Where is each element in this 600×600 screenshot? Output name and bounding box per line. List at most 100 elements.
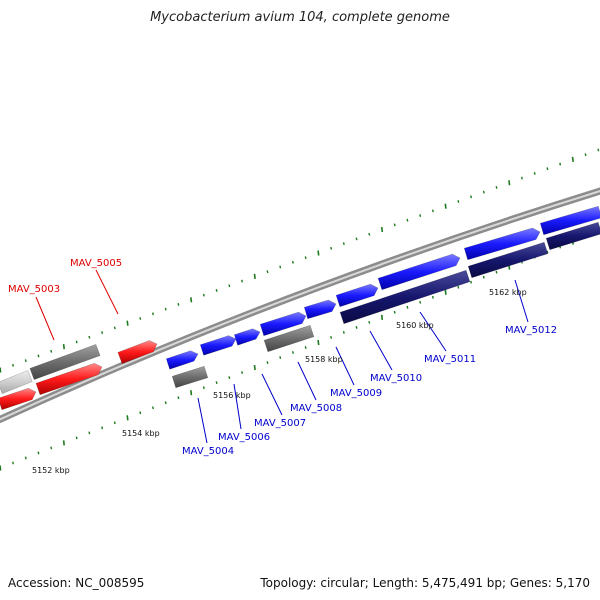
outer-tick xyxy=(597,148,600,152)
gene-label-mav-5007[interactable]: MAV_5007 xyxy=(254,418,306,429)
inner-tick xyxy=(393,310,396,314)
outer-tick xyxy=(228,284,231,288)
gene-arrow-light[interactable] xyxy=(0,370,33,394)
gene-label-mav-5005[interactable]: MAV_5005 xyxy=(70,258,122,269)
gene-label-mav-5003[interactable]: MAV_5003 xyxy=(8,284,60,295)
outer-tick xyxy=(380,226,384,233)
gene-arrow-gray[interactable] xyxy=(29,344,101,380)
gene-label-mav-5012[interactable]: MAV_5012 xyxy=(505,325,557,336)
outer-tick xyxy=(266,270,269,274)
outer-tick xyxy=(406,218,409,222)
gene-labels: MAV_5003 MAV_5005 MAV_5004 MAV_5006 MAV_5007… xyxy=(8,258,557,457)
inner-tick xyxy=(546,250,549,254)
inner-tick xyxy=(355,325,358,329)
outer-tick xyxy=(126,320,129,326)
outer-tick xyxy=(101,331,104,334)
outer-tick xyxy=(152,312,154,316)
inner-tick xyxy=(152,406,154,410)
outer-tick xyxy=(164,307,167,311)
scale-labels: 5152 kbp 5154 kbp 5156 kbp 5158 kbp 5160 kbp… xyxy=(32,288,527,475)
gene-label-mav-5011[interactable]: MAV_5011 xyxy=(424,354,476,365)
outer-tick xyxy=(444,203,447,209)
inner-tick xyxy=(215,381,218,385)
inner-tick xyxy=(50,446,53,450)
gene-label-mav-5009[interactable]: MAV_5009 xyxy=(330,388,382,399)
inner-tick xyxy=(202,386,205,390)
outer-tick xyxy=(546,167,549,171)
map-title: Mycobacterium avium 104, complete genome xyxy=(150,10,450,25)
inner-tick xyxy=(228,376,231,380)
outer-tick xyxy=(291,260,294,264)
outer-tick xyxy=(355,237,358,241)
outer-tick xyxy=(0,367,2,373)
inner-tick xyxy=(37,451,40,455)
leader-line xyxy=(419,311,447,352)
gene-arrow-blue[interactable] xyxy=(259,311,307,337)
inner-tick xyxy=(317,339,320,346)
inner-tick xyxy=(380,314,384,320)
gene-arrow-blue[interactable] xyxy=(463,227,541,261)
leader-line xyxy=(261,373,283,416)
gene-arrow-gray[interactable] xyxy=(263,324,315,353)
inner-tick xyxy=(177,396,180,400)
leader-line xyxy=(297,361,317,401)
outer-tick xyxy=(304,256,307,260)
gene-features[interactable] xyxy=(0,205,600,411)
gene-arrow-navy[interactable] xyxy=(339,269,471,325)
inner-tick xyxy=(113,421,116,425)
outer-tick xyxy=(88,335,91,339)
gene-arrow-red[interactable] xyxy=(0,387,37,411)
outer-tick xyxy=(419,214,422,217)
outer-tick xyxy=(177,303,180,306)
gene-label-mav-5010[interactable]: MAV_5010 xyxy=(370,373,422,384)
inner-tick xyxy=(279,356,282,359)
gene-arrow-navy[interactable] xyxy=(545,221,600,251)
gene-arrow-blue[interactable] xyxy=(539,205,600,236)
inner-tick xyxy=(88,431,91,435)
gene-arrow-red[interactable] xyxy=(35,362,103,396)
outer-tick xyxy=(317,250,320,256)
inner-tick xyxy=(266,361,269,364)
inner-tick xyxy=(139,411,142,415)
gene-arrow-blue[interactable] xyxy=(199,335,237,356)
leader-line xyxy=(95,269,119,315)
gene-arrow-blue[interactable] xyxy=(377,253,461,291)
inner-tick xyxy=(253,364,256,371)
inner-tick xyxy=(368,320,371,324)
outer-tick xyxy=(368,232,371,236)
gene-label-mav-5004[interactable]: MAV_5004 xyxy=(182,446,234,457)
outer-tick xyxy=(584,153,587,157)
outer-tick xyxy=(533,171,536,175)
gene-arrow-blue[interactable] xyxy=(335,283,379,308)
scale-label: 5152 kbp xyxy=(32,466,70,475)
outer-tick xyxy=(431,209,434,213)
outer-tick xyxy=(241,279,244,283)
outer-tick xyxy=(190,297,193,303)
outer-tick xyxy=(520,176,523,180)
inner-tick xyxy=(304,346,307,349)
gene-arrow-gray[interactable] xyxy=(171,365,209,389)
outer-tick xyxy=(393,223,396,227)
accession-text: Accession: NC_008595 xyxy=(8,576,145,590)
inner-tick xyxy=(444,289,447,295)
gene-arrow-blue[interactable] xyxy=(303,299,337,320)
inner-tick xyxy=(12,461,15,465)
inner-tick xyxy=(495,270,498,274)
outer-tick xyxy=(113,326,116,330)
leader-line xyxy=(514,279,529,323)
outer-tick xyxy=(24,359,27,363)
gene-arrow-red[interactable] xyxy=(117,340,158,364)
outer-tick xyxy=(12,363,15,367)
gene-label-mav-5006[interactable]: MAV_5006 xyxy=(218,432,270,443)
leader-line xyxy=(35,296,55,341)
outer-tick xyxy=(482,190,485,194)
inner-tick xyxy=(342,331,345,334)
inner-tick xyxy=(291,351,294,354)
gene-label-mav-5008[interactable]: MAV_5008 xyxy=(290,403,342,414)
outer-tick xyxy=(50,349,53,353)
gene-arrow-navy[interactable] xyxy=(467,241,549,279)
outer-tick xyxy=(470,195,473,199)
gene-arrow-blue[interactable] xyxy=(233,328,261,346)
gene-arrow-blue[interactable] xyxy=(165,350,199,370)
